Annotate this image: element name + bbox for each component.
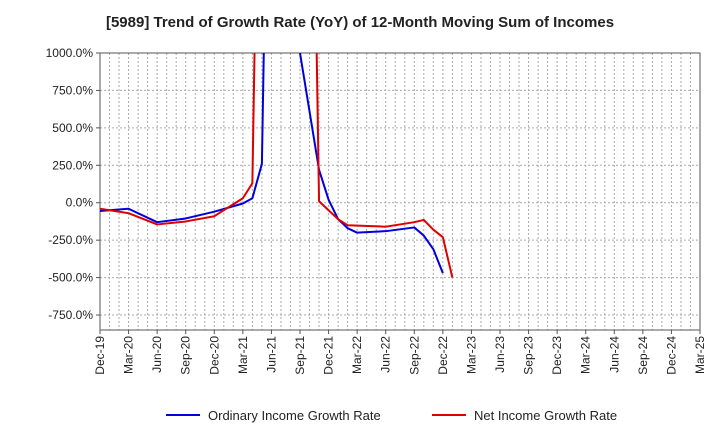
legend-label-ordinary: Ordinary Income Growth Rate [208, 407, 381, 423]
chart-title: [5989] Trend of Growth Rate (YoY) of 12-… [105, 14, 615, 31]
x-tick-label: Jun-23 [493, 336, 507, 373]
series-lines [100, 53, 454, 278]
x-tick-label: Jun-22 [379, 336, 393, 373]
x-tick-label: Mar-22 [350, 336, 364, 374]
y-tick-label: 250.0% [52, 158, 93, 172]
x-tick-label: Dec-23 [550, 336, 564, 375]
x-tick-label: Dec-22 [436, 336, 450, 375]
x-axis: Dec-19 Mar-20 Jun-20 Sep-20 Dec-20 Mar-21 Jun-… [93, 330, 707, 375]
x-tick-label: Jun-21 [264, 336, 278, 373]
x-tick-label: Sep-21 [293, 336, 307, 375]
legend-swatch-ordinary [166, 414, 200, 416]
y-tick-label: -750.0% [48, 308, 93, 322]
x-tick-label: Mar-21 [236, 336, 250, 374]
x-tick-label: Sep-20 [179, 336, 193, 375]
y-tick-label: -250.0% [48, 233, 93, 247]
plot-frame [99, 52, 701, 331]
x-tick-label: Sep-22 [407, 336, 421, 375]
x-tick-label: Mar-25 [693, 336, 707, 374]
x-tick-label: Mar-23 [464, 336, 478, 374]
series-line-net-income [100, 53, 454, 278]
x-tick-label: Dec-21 [322, 336, 336, 375]
legend: Ordinary Income Growth Rate Net Income G… [0, 404, 720, 426]
legend-swatch-net [432, 414, 466, 416]
x-tick-label: Mar-20 [122, 336, 136, 374]
y-tick-label: 500.0% [52, 121, 93, 135]
x-tick-label: Sep-23 [522, 336, 536, 375]
x-tick-label: Dec-19 [93, 336, 107, 375]
y-tick-label: 0.0% [66, 196, 94, 210]
plot-area [100, 53, 700, 330]
x-tick-label: Jun-20 [150, 336, 164, 373]
legend-item-ordinary: Ordinary Income Growth Rate [166, 404, 381, 426]
y-axis: 1000.0% 750.0% 500.0% 250.0% 0.0% -250.0% -500… [46, 46, 100, 322]
y-tick-label: 750.0% [52, 83, 93, 97]
x-tick-label: Dec-20 [207, 336, 221, 375]
x-tick-label: Jun-24 [607, 336, 621, 373]
horizontal-gridlines [100, 89, 700, 316]
x-tick-label: Sep-24 [636, 336, 650, 375]
x-tick-label: Dec-24 [664, 336, 678, 375]
x-tick-label: Mar-24 [579, 336, 593, 374]
y-tick-label: 1000.0% [46, 46, 94, 60]
legend-label-net: Net Income Growth Rate [474, 407, 618, 423]
series-line-ordinary-income [100, 53, 444, 274]
y-tick-label: -500.0% [48, 271, 93, 285]
legend-item-net: Net Income Growth Rate [432, 404, 617, 426]
